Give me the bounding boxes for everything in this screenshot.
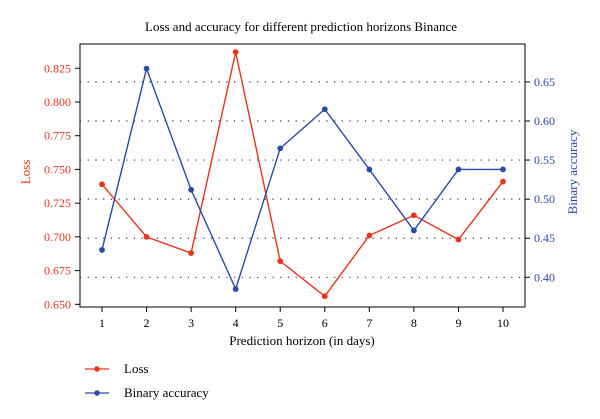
data-point-accuracy — [232, 286, 239, 292]
data-point-accuracy — [455, 166, 462, 173]
left-tick-label: 0.800 — [44, 95, 71, 109]
data-point-loss — [500, 178, 506, 185]
legend-loss-marker — [94, 366, 100, 372]
legend-accuracy-label: Binary accuracy — [124, 385, 209, 400]
right-tick-label: 0.55 — [534, 153, 555, 167]
legend-accuracy-marker — [94, 390, 100, 396]
x-tick-label: 4 — [233, 316, 239, 330]
series-line-loss — [101, 51, 504, 298]
left-tick-label: 0.775 — [44, 129, 71, 143]
data-point-loss — [188, 250, 195, 256]
x-tick-label: 5 — [277, 316, 283, 330]
data-point-accuracy — [143, 65, 150, 72]
data-point-loss — [277, 258, 284, 265]
left-tick-label: 0.825 — [44, 61, 71, 75]
x-tick-label: 8 — [411, 316, 417, 330]
data-point-loss — [366, 232, 373, 239]
legend-item-accuracy: Binary accuracy — [85, 385, 209, 400]
left-tick-label: 0.725 — [44, 196, 71, 210]
x-tick-label: 7 — [366, 316, 372, 330]
left-tick-label: 0.650 — [44, 297, 71, 311]
data-point-accuracy — [321, 106, 328, 113]
data-point-loss — [410, 212, 417, 219]
data-point-accuracy — [500, 166, 506, 173]
data-point-loss — [232, 49, 239, 55]
legend: Loss Binary accuracy — [85, 361, 209, 400]
chart-title: Loss and accuracy for different predicti… — [145, 19, 457, 34]
data-point-accuracy — [99, 247, 105, 253]
data-point-loss — [321, 293, 328, 300]
data-point-accuracy — [410, 227, 417, 234]
left-tick-label: 0.750 — [44, 162, 71, 176]
data-point-loss — [99, 181, 105, 188]
x-tick-label: 2 — [144, 316, 150, 330]
left-axis-label: Loss — [18, 160, 33, 185]
x-axis-label: Prediction horizon (in days) — [229, 333, 375, 348]
series-layer — [99, 49, 506, 300]
x-tick-label: 3 — [188, 316, 194, 330]
gridlines — [80, 81, 525, 278]
right-tick-label: 0.50 — [534, 192, 555, 206]
x-tick-label: 9 — [455, 316, 461, 330]
legend-item-loss: Loss — [85, 361, 149, 376]
data-point-loss — [455, 236, 462, 243]
x-tick-label: 1 — [99, 316, 105, 330]
data-point-loss — [143, 233, 150, 240]
x-tick-label: 6 — [322, 316, 328, 330]
right-axis-label: Binary accuracy — [565, 129, 580, 214]
data-point-accuracy — [188, 186, 195, 193]
right-tick-label: 0.60 — [534, 114, 555, 128]
right-tick-label: 0.45 — [534, 231, 555, 245]
left-tick-label: 0.700 — [44, 230, 71, 244]
series-line-accuracy — [101, 66, 503, 291]
data-point-accuracy — [277, 145, 284, 152]
data-point-accuracy — [366, 166, 373, 173]
legend-loss-label: Loss — [124, 361, 149, 376]
x-axis: 1 2 3 4 5 6 7 8 9 10 — [99, 307, 509, 330]
left-tick-label: 0.675 — [44, 264, 71, 278]
right-tick-label: 0.65 — [534, 75, 555, 89]
plot-area-frame — [79, 43, 526, 308]
x-tick-label: 10 — [497, 316, 509, 330]
right-axis: 0.40 0.45 0.50 0.55 0.60 0.65 — [525, 75, 555, 284]
left-axis: 0.650 0.675 0.700 0.725 0.750 0.775 0.800 0.825 — [44, 61, 80, 311]
right-tick-label: 0.40 — [534, 270, 555, 284]
